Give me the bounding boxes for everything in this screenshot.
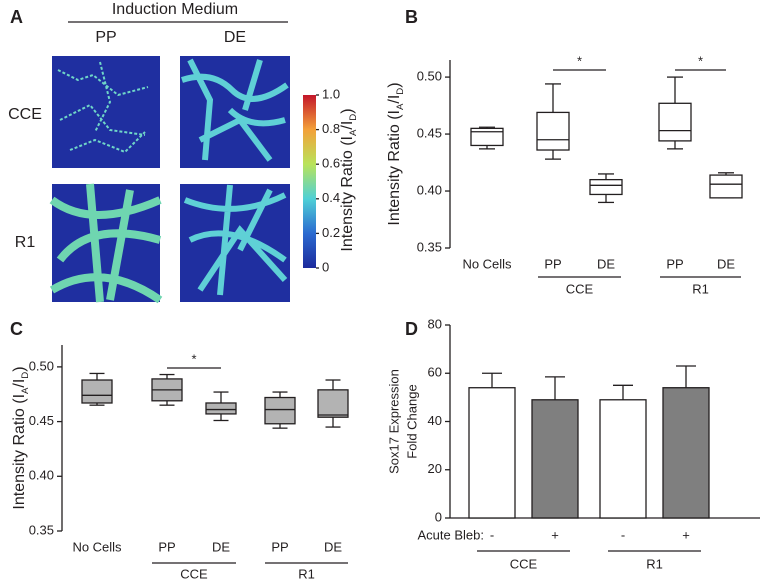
- y-tick-label: 80: [428, 316, 442, 331]
- y-tick-label: 0.45: [417, 125, 442, 140]
- y-axis-title: Fold Change: [404, 384, 419, 458]
- x-tick-label: PP: [666, 256, 683, 271]
- axis-title-part: Intensity Ratio (I: [339, 136, 356, 252]
- y-tick-label: 0.35: [417, 239, 442, 254]
- panel-title: Induction Medium: [112, 1, 238, 18]
- significance-star: *: [698, 53, 703, 68]
- axis-title-part: Intensity Ratio (I: [386, 110, 403, 226]
- box: [205, 402, 237, 415]
- colorbar-tick-label: 1.0: [322, 86, 340, 101]
- box: [317, 389, 349, 418]
- panel-letter: A: [10, 7, 23, 27]
- axis-title-part: ): [339, 108, 356, 113]
- group-label: R1: [646, 556, 663, 571]
- axis-title-part: /I: [339, 121, 356, 130]
- axis-title-part: ): [11, 366, 28, 371]
- bar: [468, 387, 516, 519]
- colorbar-tick-label: 0.8: [322, 121, 340, 136]
- group-label: CCE: [180, 566, 208, 580]
- axis-title-part: D: [348, 114, 359, 121]
- colorbar-tick-label: 0.4: [322, 190, 340, 205]
- axis-title-part: A: [20, 387, 31, 394]
- panel-letter: D: [405, 319, 418, 339]
- x-tick-label: -: [621, 527, 625, 542]
- y-tick-label: 40: [428, 413, 442, 428]
- group-label: R1: [692, 281, 709, 296]
- column-label: DE: [224, 29, 246, 46]
- y-tick-label: 0: [435, 509, 442, 524]
- group-label: CCE: [566, 281, 594, 296]
- axis-title: Intensity Ratio (IA/ID): [339, 108, 359, 251]
- micrographs: [49, 21, 316, 304]
- colorbar-tick-label: 0: [322, 259, 329, 274]
- x-tick-label: -: [490, 527, 494, 542]
- x-tick-label: +: [682, 527, 690, 542]
- y-tick-label: 0.50: [417, 69, 442, 84]
- bar: [662, 387, 710, 519]
- panel-letter: B: [405, 7, 418, 27]
- bar: [531, 399, 579, 519]
- y-axis-title: Sox17 Expression: [386, 369, 401, 474]
- box: [81, 379, 113, 404]
- y-tick-label: 0.35: [29, 522, 54, 537]
- x-tick-label: No Cells: [462, 256, 512, 271]
- x-tick-label: PP: [158, 539, 175, 554]
- colorbar: [303, 95, 316, 268]
- axis-title-part: D: [395, 88, 406, 95]
- row-label: CCE: [8, 106, 42, 123]
- box: [536, 111, 570, 151]
- x-tick-label: DE: [717, 256, 735, 271]
- axis-title: Intensity Ratio (IA/ID): [386, 82, 406, 225]
- x-tick-label: +: [551, 527, 559, 542]
- colorbar-tick-label: 0.6: [322, 156, 340, 171]
- y-tick-label: 0.40: [417, 182, 442, 197]
- box: [589, 178, 623, 196]
- colorbar-tick-label: 0.2: [322, 225, 340, 240]
- group-label: CCE: [510, 556, 538, 571]
- axis-title-part: ): [386, 82, 403, 87]
- image-texture: [183, 184, 288, 296]
- image-texture: [181, 58, 289, 162]
- group-label: R1: [298, 566, 315, 580]
- x-tick-label: DE: [597, 256, 615, 271]
- x-axis-title: Acute Bleb:: [418, 527, 485, 542]
- significance-star: *: [577, 53, 582, 68]
- axis-title-part: /I: [386, 95, 403, 104]
- y-tick-label: 20: [428, 461, 442, 476]
- box: [264, 396, 296, 425]
- x-tick-label: PP: [271, 539, 288, 554]
- axis-title-part: A: [348, 129, 359, 136]
- x-tick-label: DE: [212, 539, 230, 554]
- box: [470, 127, 504, 147]
- axis-title-part: A: [395, 103, 406, 110]
- y-tick-label: 0.40: [29, 468, 54, 483]
- y-tick-label: 60: [428, 365, 442, 380]
- significance-star: *: [191, 351, 196, 366]
- axis-title-part: Intensity Ratio (I: [11, 394, 28, 510]
- x-tick-label: PP: [544, 256, 561, 271]
- axis-title: Intensity Ratio (IA/ID): [11, 366, 31, 509]
- axis-title-part: D: [20, 372, 31, 379]
- x-tick-label: No Cells: [72, 539, 122, 554]
- panel-letter: C: [10, 319, 23, 339]
- box: [709, 174, 743, 199]
- column-label: PP: [95, 29, 116, 46]
- y-tick-label: 0.50: [29, 358, 54, 373]
- bar: [599, 399, 647, 519]
- y-tick-label: 0.45: [29, 413, 54, 428]
- box: [658, 102, 692, 142]
- x-tick-label: DE: [324, 539, 342, 554]
- image-texture: [49, 183, 163, 304]
- row-label: R1: [15, 234, 36, 251]
- axis-title-part: /I: [11, 379, 28, 388]
